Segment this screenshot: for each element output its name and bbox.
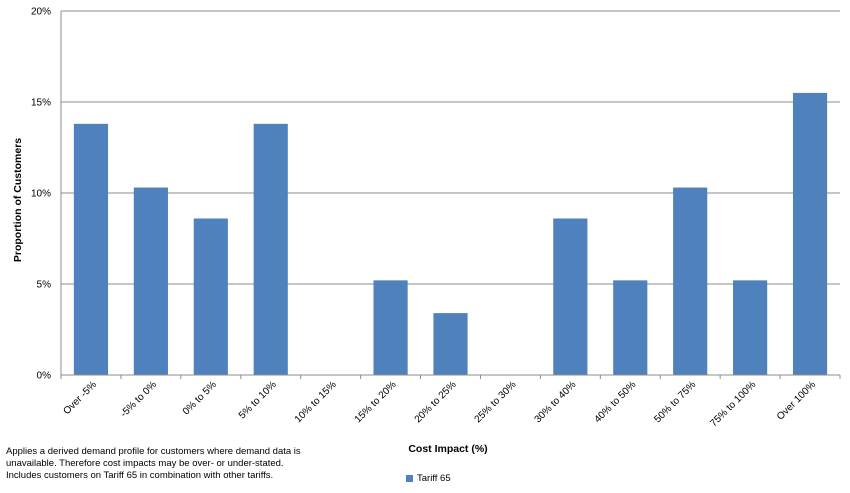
bar xyxy=(133,187,168,375)
bar xyxy=(553,218,588,375)
y-axis-title: Proportion of Customers xyxy=(12,138,24,262)
bars xyxy=(73,92,828,376)
bar xyxy=(73,123,109,375)
x-tick-label: 25% to 30% xyxy=(473,379,519,425)
x-tick-label: 50% to 75% xyxy=(652,379,698,425)
bar xyxy=(253,123,288,375)
legend: Tariff 65 xyxy=(406,473,451,484)
y-tick-label: 15% xyxy=(31,98,51,109)
bar xyxy=(733,280,768,375)
bar xyxy=(792,92,828,376)
footnote-line: Applies a derived demand profile for cus… xyxy=(6,446,301,457)
x-tick-label: Over 100% xyxy=(775,379,818,422)
gridlines xyxy=(61,10,840,285)
footnote-line: Includes customers on Tariff 65 in combi… xyxy=(6,470,274,481)
bar xyxy=(373,280,408,375)
x-tick-label: 15% to 20% xyxy=(353,379,399,425)
x-axis-title: Cost Impact (%) xyxy=(408,443,487,455)
bar xyxy=(673,187,708,375)
footnote-line: unavailable. Therefore cost impacts may … xyxy=(6,458,284,469)
y-tick-label: 20% xyxy=(31,7,51,18)
footnote: Applies a derived demand profile for cus… xyxy=(6,446,346,482)
x-tick-label: 0% to 5% xyxy=(181,379,219,417)
bar xyxy=(613,280,648,375)
y-tick-label: 10% xyxy=(31,189,51,200)
x-tick-label: 10% to 15% xyxy=(293,379,339,425)
x-tick-label: 75% to 100% xyxy=(708,379,758,429)
legend-label: Tariff 65 xyxy=(417,473,451,484)
y-tick-label: 5% xyxy=(37,280,52,291)
bar xyxy=(433,313,468,375)
x-tick-label: 20% to 25% xyxy=(413,379,459,425)
bar xyxy=(193,218,228,375)
legend-swatch xyxy=(406,475,413,482)
x-tick-label: -5% to 0% xyxy=(119,379,159,419)
x-tick-label: Over -5% xyxy=(61,379,99,417)
x-tick-label: 5% to 10% xyxy=(237,379,279,421)
x-tick-label: 40% to 50% xyxy=(592,379,638,425)
y-tick-label: 0% xyxy=(37,371,52,382)
x-tick-label: 30% to 40% xyxy=(533,379,579,425)
